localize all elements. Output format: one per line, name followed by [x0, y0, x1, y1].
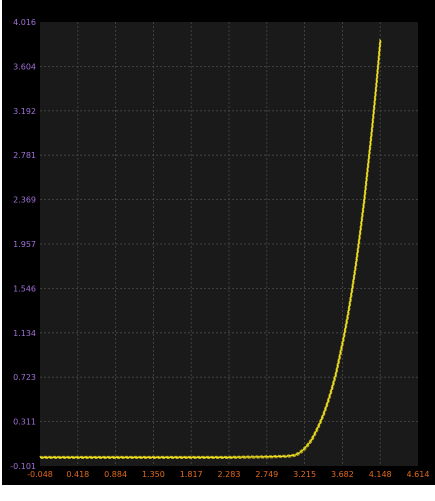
x-tick-label: 2.283	[218, 470, 241, 479]
y-tick-label: 1.546	[13, 284, 36, 293]
chart-svg: -0.048 0.418 0.884 1.350 1.817 2.283 2.749 3.21…	[10, 18, 429, 479]
y-tick-label: 2.781	[13, 151, 36, 160]
chart-window: -0.048 0.418 0.884 1.350 1.817 2.283 2.749 3.21…	[2, 0, 435, 485]
x-tick-label: 0.418	[66, 470, 89, 479]
x-tick-label: 1.817	[180, 470, 203, 479]
y-tick-label: 1.134	[13, 329, 36, 338]
x-tick-label: 3.682	[331, 470, 354, 479]
series-lines	[39, 38, 382, 459]
y-tick-label: 3.192	[13, 107, 36, 116]
y-tick-label: 2.369	[13, 196, 36, 205]
y-tick-label: 3.604	[13, 62, 36, 71]
x-tick-label: 3.215	[293, 470, 316, 479]
x-axis-ticks: -0.048 0.418 0.884 1.350 1.817 2.283 2.749 3.21…	[27, 470, 429, 479]
x-tick-label: 0.884	[104, 470, 127, 479]
x-tick-label: 1.350	[142, 470, 165, 479]
y-tick-label: -0.101	[10, 462, 36, 471]
x-tick-label: 4.614	[407, 470, 430, 479]
y-tick-label: 0.723	[13, 373, 36, 382]
bottom-strip	[0, 485, 435, 501]
x-tick-label: 4.148	[369, 470, 392, 479]
x-tick-label: -0.048	[27, 470, 53, 479]
series-line-0	[39, 38, 381, 457]
x-tick-label: 2.749	[255, 470, 278, 479]
grid-lines	[40, 22, 418, 466]
series-line-0	[40, 41, 382, 459]
y-tick-label: 0.311	[13, 418, 36, 427]
series-line-0	[40, 39, 382, 458]
y-axis-ticks: -0.101 0.311 0.723 1.134 1.546 1.957 2.369 2.78…	[10, 18, 36, 471]
y-tick-label: 1.957	[13, 240, 36, 249]
y-tick-label: 4.016	[13, 18, 36, 27]
